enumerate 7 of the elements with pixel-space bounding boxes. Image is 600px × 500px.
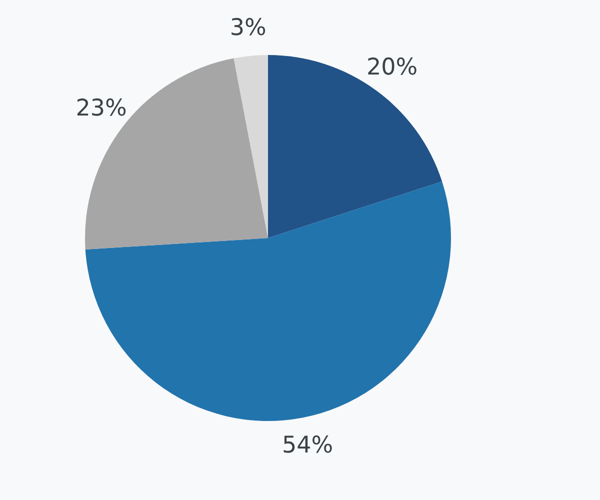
data-label: 23% [76, 96, 127, 122]
pie-slice [234, 55, 268, 238]
pie-slice [268, 55, 442, 238]
pie-slice [85, 181, 451, 421]
data-label: 20% [366, 54, 418, 80]
data-label: 54% [282, 432, 334, 458]
data-label: 3% [230, 14, 266, 41]
